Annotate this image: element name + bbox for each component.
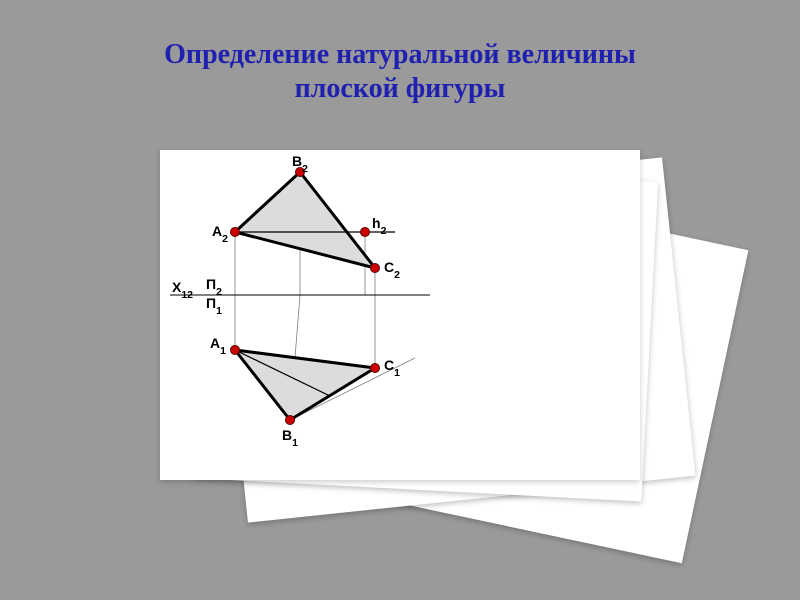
vertex-point [371,264,380,273]
title-line: Определение натуральной величины [164,39,636,70]
vertex-point [231,346,240,355]
slide-title: Определение натуральной величиныплоской … [0,38,800,105]
diagram-panel: X12П2П1A2B2C2h2A1B1C1 [160,150,640,480]
diagram-svg: X12П2П1A2B2C2h2A1B1C1 [160,150,640,480]
title-line: плоской фигуры [295,73,506,104]
point-label: A1 [210,335,226,357]
vertex-point [371,364,380,373]
triangle-frontal [235,172,375,268]
vertex-point [286,416,295,425]
vertex-point [231,228,240,237]
point-label: B1 [282,427,298,449]
point-label: П1 [206,295,222,317]
slide-stage: Определение натуральной величиныплоской … [0,0,800,600]
point-label: X12 [172,279,193,301]
point-label: C2 [384,259,400,281]
point-label: A2 [212,223,228,245]
point-label: h2 [372,215,387,237]
point-label: C1 [384,357,400,379]
vertex-point [361,228,370,237]
